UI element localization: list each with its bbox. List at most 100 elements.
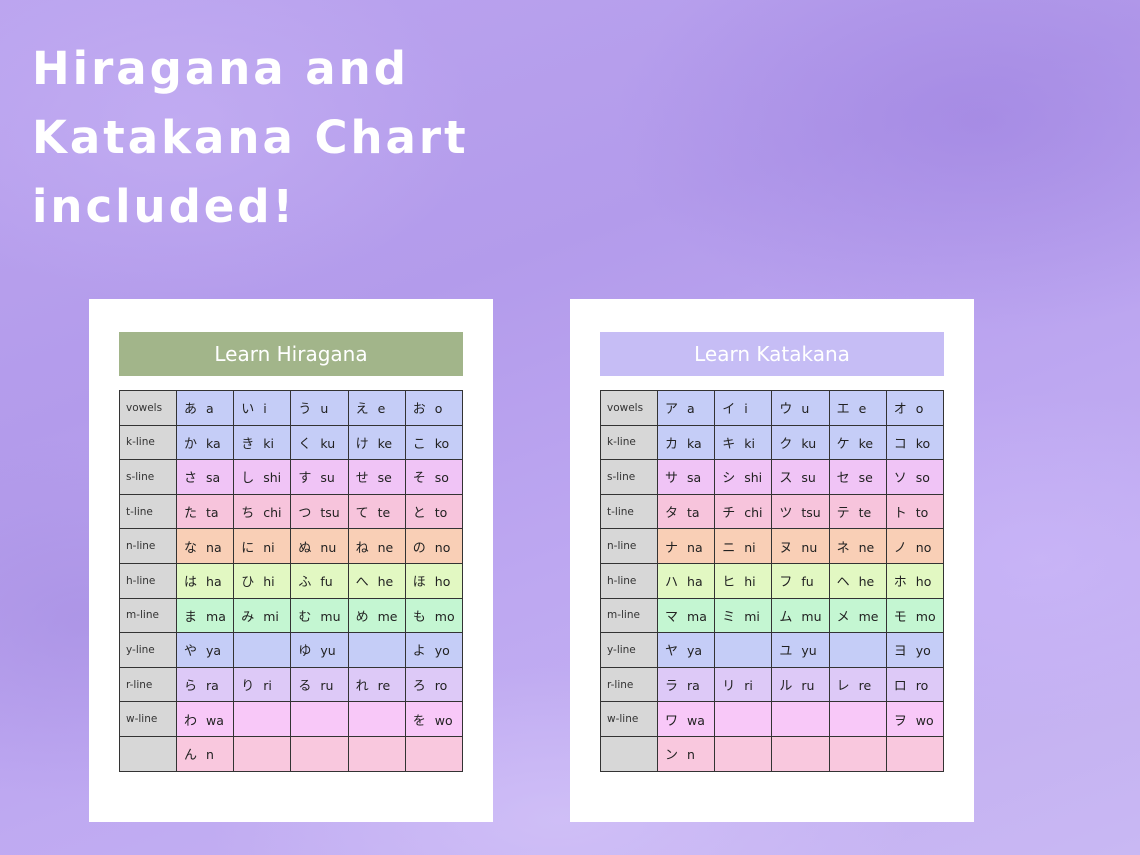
romaji-label: ku — [801, 435, 817, 451]
row-label: vowels — [600, 390, 658, 426]
kana-character: ヒ — [722, 575, 736, 591]
kana-cell: ま ma — [175, 597, 235, 634]
kana-character: ス — [779, 471, 793, 487]
katakana-chart-card: Learn Katakana vowels ア a イ i ウ u エ e オ o k-line カ ka… — [570, 299, 974, 822]
romaji-label: wo — [915, 712, 934, 728]
romaji-label: wa — [687, 712, 705, 728]
kana-character: へ — [355, 575, 369, 591]
romaji-label: nu — [320, 539, 337, 555]
kana-character: た — [184, 506, 198, 522]
row-label — [600, 735, 658, 772]
romaji-label: ro — [915, 678, 929, 694]
hiragana-row-h-line: h-line は ha ひ hi ふ fu へ he ほ ho — [119, 562, 464, 599]
romaji-label: me — [377, 608, 398, 624]
romaji-label: na — [206, 539, 222, 555]
kana-character: フ — [779, 575, 793, 591]
kana-character: は — [184, 575, 198, 591]
kana-character: つ — [298, 506, 312, 522]
kana-cell: キ ki — [714, 424, 773, 461]
kana-character: ヘ — [836, 575, 850, 591]
kana-character: む — [298, 609, 312, 625]
kana-cell — [828, 632, 887, 668]
romaji-label: chi — [744, 505, 763, 521]
kana-character: く — [298, 436, 312, 452]
kana-cell: ノ no — [885, 528, 945, 564]
romaji-label: so — [915, 470, 930, 486]
row-label: r-line — [600, 666, 658, 703]
romaji-label: ri — [263, 678, 272, 694]
kana-character: と — [412, 506, 426, 522]
romaji-label: ka — [206, 435, 221, 451]
kana-character: ん — [184, 748, 198, 764]
kana-cell: よ yo — [404, 632, 464, 668]
kana-cell: ひ hi — [233, 562, 292, 599]
romaji-label: ya — [206, 643, 222, 659]
kana-cell — [714, 632, 773, 668]
kana-character: り — [241, 679, 255, 695]
kana-cell: む mu — [290, 597, 349, 634]
kana-cell: ル ru — [771, 666, 830, 703]
kana-character: ア — [665, 402, 679, 418]
katakana-row-vowels: vowels ア a イ i ウ u エ e オ o — [600, 390, 945, 426]
kana-character: す — [298, 471, 312, 487]
kana-character: ロ — [893, 679, 907, 695]
romaji-label: ka — [687, 435, 702, 451]
kana-cell: フ fu — [771, 562, 830, 599]
kana-cell: め me — [347, 597, 406, 634]
kana-cell: ナ na — [656, 528, 716, 564]
kana-cell: か ka — [175, 424, 235, 461]
kana-cell: な na — [175, 528, 235, 564]
kana-cell: を wo — [404, 701, 464, 737]
kana-character: モ — [893, 609, 907, 625]
kana-character: も — [412, 609, 426, 625]
romaji-label: yu — [801, 643, 817, 659]
kana-cell: ハ ha — [656, 562, 716, 599]
romaji-label: e — [377, 401, 386, 417]
kana-character: そ — [412, 471, 426, 487]
katakana-table: vowels ア a イ i ウ u エ e オ o k-line カ ka キ ki ク ku ケ ke コ ko s-l… — [600, 390, 945, 772]
kana-character: ふ — [298, 575, 312, 591]
kana-cell: ふ fu — [290, 562, 349, 599]
romaji-label: a — [687, 401, 695, 417]
kana-cell: れ re — [347, 666, 406, 703]
romaji-label: mu — [320, 608, 341, 624]
katakana-row-m-line: m-line マ ma ミ mi ム mu メ me モ mo — [600, 597, 945, 634]
romaji-label: ra — [687, 678, 700, 694]
katakana-row-k-line: k-line カ ka キ ki ク ku ケ ke コ ko — [600, 424, 945, 461]
kana-character: ネ — [836, 540, 850, 556]
kana-cell: そ so — [404, 459, 464, 495]
romaji-label: wo — [434, 712, 453, 728]
romaji-label: ke — [858, 435, 874, 451]
romaji-label: ho — [434, 574, 451, 590]
kana-cell — [828, 735, 887, 772]
kana-character: ラ — [665, 679, 679, 695]
hiragana-title-banner: Learn Hiragana — [119, 332, 463, 376]
hiragana-row-s-line: s-line さ sa し shi す su せ se そ so — [119, 459, 464, 495]
romaji-label: se — [377, 470, 392, 486]
kana-character: ら — [184, 679, 198, 695]
romaji-label: ru — [320, 678, 334, 694]
romaji-label: shi — [263, 470, 282, 486]
romaji-label: te — [858, 505, 872, 521]
kana-cell: ラ ra — [656, 666, 716, 703]
kana-cell: の no — [404, 528, 464, 564]
romaji-label: re — [377, 678, 391, 694]
kana-cell: す su — [290, 459, 349, 495]
kana-character: ヲ — [893, 713, 907, 729]
row-label: vowels — [119, 390, 177, 426]
headline: Hiragana and Katakana Chart included! — [32, 42, 469, 233]
romaji-label: te — [377, 505, 391, 521]
romaji-label: ke — [377, 435, 393, 451]
kana-character: タ — [665, 506, 679, 522]
kana-cell: タ ta — [656, 493, 716, 530]
kana-character: れ — [355, 679, 369, 695]
kana-cell: ム mu — [771, 597, 830, 634]
